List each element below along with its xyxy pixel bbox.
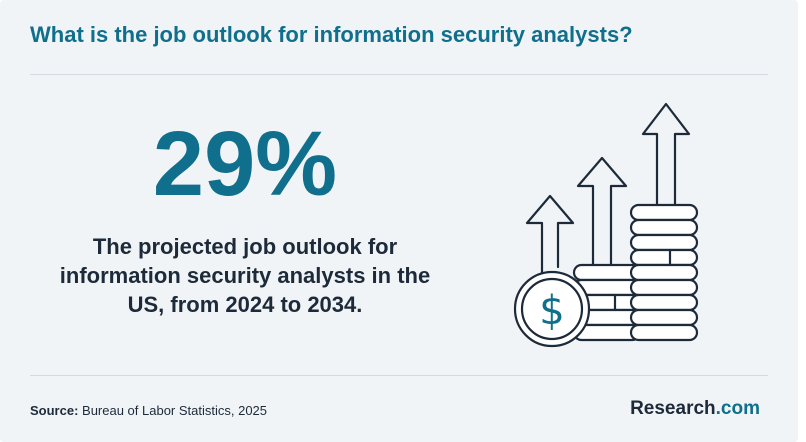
stat-description-line: US, from 2024 to 2034. bbox=[127, 292, 363, 317]
source-text: Bureau of Labor Statistics, 2025 bbox=[78, 403, 268, 418]
brand-main: Research bbox=[630, 398, 716, 419]
brand-suffix: .com bbox=[715, 398, 760, 419]
brand-logo[interactable]: Research.com bbox=[630, 398, 760, 420]
page-title: What is the job outlook for information … bbox=[30, 22, 633, 47]
stat-value: 29% bbox=[152, 113, 338, 215]
dollar-coin-icon bbox=[513, 270, 591, 348]
dollar-sign-icon: $ bbox=[539, 288, 564, 334]
stat-description-line: information security analysts in the bbox=[59, 263, 431, 288]
source-label: Source: bbox=[30, 403, 79, 418]
up-arrow-icon bbox=[525, 194, 575, 285]
up-arrow-icon bbox=[641, 102, 691, 207]
bottom-divider bbox=[30, 375, 768, 376]
coin-stack-icon bbox=[629, 203, 699, 342]
growth-illustration: $ bbox=[513, 102, 699, 348]
up-arrow-icon bbox=[576, 156, 628, 267]
source-citation: Source: Bureau of Labor Statistics, 2025 bbox=[30, 403, 267, 418]
top-divider bbox=[30, 74, 768, 75]
stat-description: The projected job outlook for informatio… bbox=[40, 232, 450, 319]
stat-description-line: The projected job outlook for bbox=[92, 234, 398, 259]
